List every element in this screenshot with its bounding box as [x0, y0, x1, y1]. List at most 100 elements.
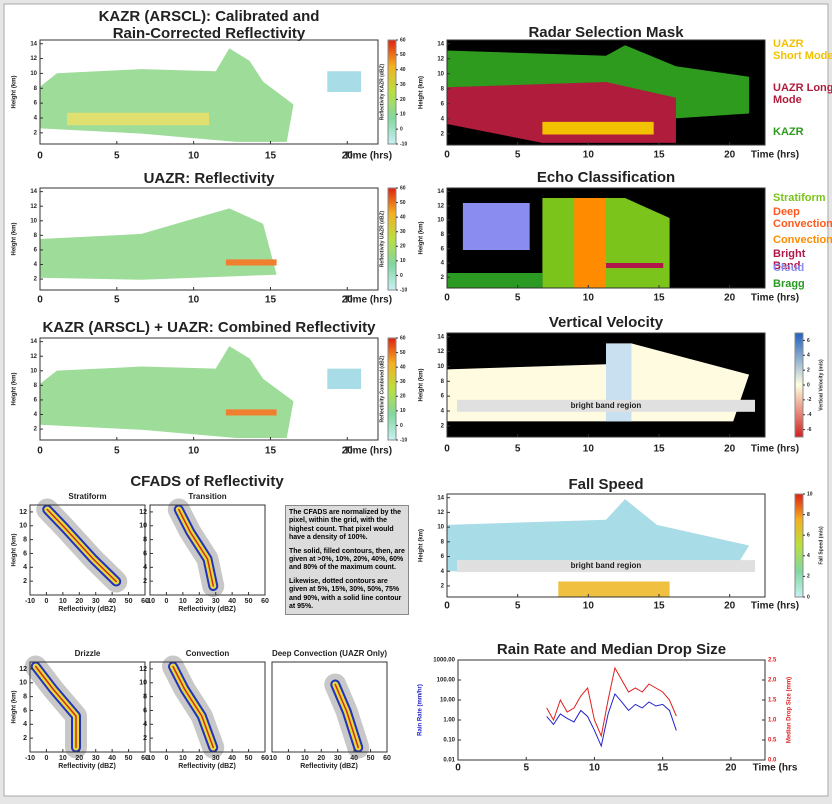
note-text: The CFADS are normalized by the pixel, w… [289, 509, 402, 542]
colorbar-tick-label: -10 [400, 287, 407, 293]
annotation: bright band region [571, 561, 642, 570]
y-tick-label: 6 [441, 394, 445, 400]
x-tick-label: 50 [125, 598, 133, 605]
x-tick-label: 10 [59, 598, 67, 605]
plot-frame [149, 661, 266, 753]
y-tick-label: 6 [23, 550, 27, 557]
x-tick-label: 20 [342, 446, 354, 457]
y-axis-label: Height (km) [419, 368, 425, 401]
y-tick-label: 10 [19, 680, 27, 687]
cfad-contour [46, 508, 117, 583]
x-tick-label: 60 [261, 755, 269, 762]
y-tick-label: 12 [437, 56, 444, 62]
colorbar-tick-label: 10 [400, 258, 406, 264]
legend-entry: Cloud [773, 262, 805, 274]
plot-frame [446, 187, 766, 289]
y-tick-label: 8 [441, 379, 445, 385]
x-tick-label: -10 [267, 755, 277, 762]
y-tick-label: 4 [143, 721, 147, 728]
x-tick-label: 60 [261, 598, 269, 605]
y-axis-label: Height (km) [12, 690, 18, 723]
y-tick-label: 12 [30, 354, 37, 360]
x-tick-label: 40 [108, 755, 116, 762]
x-tick-label: -10 [25, 755, 35, 762]
x-tick-label: 10 [589, 763, 601, 774]
annotation: bright band region [571, 401, 642, 410]
y-tick-label: 6 [143, 550, 147, 557]
y-tick-label: 8 [441, 539, 445, 545]
y-tick-label: 4 [441, 261, 445, 267]
y-tick-label: 10 [30, 368, 37, 374]
colorbar [387, 337, 397, 441]
panel-title: Convection [186, 649, 230, 658]
y2-tick-label: 2.0 [768, 678, 777, 684]
legend-entry: Bragg [773, 278, 805, 290]
colorbar-tick-label: 60 [400, 335, 406, 341]
colorbar-tick-label: 40 [400, 364, 406, 370]
cfads-title: CFADS of Reflectivity [130, 473, 284, 490]
echo-field [542, 121, 654, 135]
x-tick-label: 0 [444, 444, 450, 455]
colorbar-tick-label: 60 [400, 185, 406, 191]
echo-field [558, 581, 670, 597]
x-tick-label: 60 [383, 755, 391, 762]
x-tick-label: 10 [179, 598, 187, 605]
colorbar-tick-label: 40 [400, 214, 406, 220]
y-tick-label: 8 [34, 233, 38, 239]
colorbar-tick-label: 40 [400, 67, 406, 73]
x-tick-label: 0 [44, 755, 48, 762]
colorbar-tick-label: 10 [807, 491, 813, 497]
x-tick-label: 10 [59, 755, 67, 762]
x-axis-label: Time (hrs) [344, 446, 392, 457]
y-tick-label: 14 [437, 334, 444, 340]
y-tick-label: 2 [143, 735, 147, 742]
x-axis-label: Reflectivity (dBZ) [58, 763, 116, 770]
x-tick-label: 20 [317, 755, 325, 762]
x-tick-label: 30 [212, 598, 220, 605]
y-tick-label: 10 [437, 525, 444, 531]
panel-title: Drizzle [75, 649, 101, 658]
x-tick-label: 10 [188, 151, 200, 162]
y-tick-label: 2 [34, 427, 38, 433]
y-tick-label: 6 [441, 554, 445, 560]
y-tick-label: 2 [34, 130, 38, 136]
y2-axis-label: Median Drop Size (mm) [787, 677, 793, 743]
y2-tick-label: 2.5 [768, 658, 777, 664]
y-tick-label: 10 [437, 218, 444, 224]
y-tick-label: 2 [23, 578, 27, 585]
y-tick-label: 6 [34, 101, 38, 107]
x-tick-label: 5 [523, 763, 529, 774]
plot-frame [29, 661, 146, 753]
x-tick-label: 0 [444, 293, 450, 304]
panel-title: Echo Classification [537, 169, 675, 186]
y-tick-label: 2 [34, 277, 38, 283]
y-tick-label: 12 [139, 509, 147, 516]
x-tick-label: -10 [145, 755, 155, 762]
x-tick-label: 20 [195, 598, 203, 605]
x-tick-label: 5 [114, 151, 120, 162]
y-tick-label: 8 [23, 693, 27, 700]
panel-title: UAZR: Reflectivity [144, 170, 276, 187]
colorbar [387, 39, 397, 145]
colorbar-label: Vertical Velocity (m/s) [818, 359, 824, 411]
echo-field [225, 259, 277, 266]
cfad-contour [35, 665, 77, 749]
colorbar-tick-label: 6 [807, 338, 810, 344]
echo-field [327, 368, 362, 389]
y-tick-label: 2 [441, 584, 445, 590]
x-tick-label: 50 [245, 755, 253, 762]
x-axis-label: Time (hrs) [344, 295, 392, 306]
colorbar-tick-label: -2 [807, 397, 812, 403]
y-tick-label: 4 [23, 564, 27, 571]
cfad-contour [172, 665, 214, 749]
x-tick-label: 10 [583, 150, 595, 161]
y-tick-label: 10 [139, 680, 147, 687]
legend-entry: KAZR [773, 126, 804, 138]
colorbar-tick-label: 8 [807, 512, 810, 518]
y-axis-label: Height (km) [419, 221, 425, 254]
panel-title: Deep Convection (UAZR Only) [272, 649, 387, 658]
echo-field [67, 112, 209, 126]
note-text: The solid, filled contours, then, are gi… [289, 547, 405, 572]
x-tick-label: 15 [265, 295, 277, 306]
y-tick-label: 4 [441, 116, 445, 122]
